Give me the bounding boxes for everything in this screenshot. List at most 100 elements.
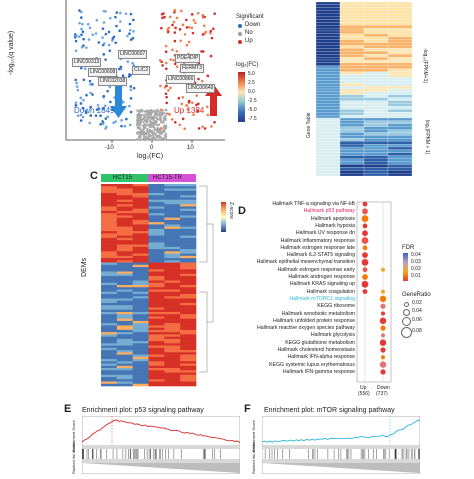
heatmap-b-side-label: Gene Table <box>306 112 312 138</box>
heatmap-c-cell <box>101 298 118 302</box>
heatmap-b-cell <box>339 155 365 159</box>
heatmap-c-cell <box>164 354 181 358</box>
heatmap-c-cell <box>164 271 181 275</box>
volcano-point <box>144 120 148 123</box>
gene-label: CLIC2 <box>132 66 151 75</box>
volcano-point <box>160 132 163 136</box>
volcano-point <box>147 123 151 127</box>
generatio-tick: 0.04 <box>412 308 422 314</box>
heatmap-b-cell <box>387 100 413 104</box>
dot-down <box>379 361 387 368</box>
heatmap-b-cell <box>339 103 365 107</box>
volcano-point <box>128 104 131 108</box>
heatmap-b-cell <box>363 88 389 93</box>
volcano-point <box>84 67 87 70</box>
volcano-point <box>163 15 166 19</box>
heatmap-c-cell <box>180 374 197 378</box>
heatmap-b-cell <box>387 161 413 165</box>
heatmap-c-cell <box>116 296 133 299</box>
heatmap-c-cell <box>116 300 133 304</box>
heatmap-c-cell <box>116 359 133 362</box>
heatmap-c-cell <box>164 341 181 344</box>
volcano-point <box>154 113 158 116</box>
heatmap-c-cell <box>132 300 149 304</box>
heatmap-c-cell <box>132 307 149 310</box>
heatmap-b-cell <box>339 135 365 139</box>
heatmap-b-cell <box>339 112 365 116</box>
heatmap-c-cell <box>148 350 165 353</box>
heatmap-c-cell <box>101 280 118 284</box>
gene-label: FERMT3 <box>180 64 204 73</box>
volcano-point <box>135 138 139 141</box>
heatmap-b-cell <box>339 106 365 110</box>
volcano-point <box>152 133 155 136</box>
heatmap-c-cell <box>164 361 181 364</box>
heatmap-c-cell <box>101 363 118 367</box>
heatmap-b-cell <box>363 132 389 136</box>
volcano-point <box>129 12 133 16</box>
volcano-point <box>179 39 182 43</box>
heatmap-b-cell <box>387 56 413 61</box>
heatmap-b-cell <box>363 54 389 58</box>
heatmap-c-cell <box>116 269 133 272</box>
heatmap-c-cell <box>148 264 165 268</box>
volcano-point <box>102 94 106 98</box>
volcano-point <box>146 116 150 119</box>
heatmap-c-cell <box>116 228 133 232</box>
heatmap-b-cell <box>387 144 413 148</box>
heatmap-b-cell <box>363 173 389 177</box>
heatmap-b-cell <box>315 7 341 11</box>
heatmap-b-cell <box>315 71 341 75</box>
volcano-point <box>165 101 168 105</box>
heatmap-c-cell <box>132 273 149 277</box>
heatmap-c-cell <box>116 206 133 209</box>
heatmap-c-cell <box>148 269 165 272</box>
volcano-xtick: 0 <box>150 145 154 151</box>
heatmap-b-cell <box>363 155 389 159</box>
heatmap-c-cell <box>148 338 165 342</box>
heatmap-c-cell <box>132 316 149 319</box>
heatmap-b-cell <box>315 103 341 107</box>
volcano-gene-label-boxes <box>88 2 208 42</box>
heatmap-c-cell <box>116 199 133 203</box>
generatio-tick: 0.06 <box>412 317 422 323</box>
volcano-point <box>164 127 168 130</box>
volcano-point <box>159 121 163 124</box>
heatmap-b-cell <box>363 83 389 87</box>
heatmap-b-cell <box>387 19 413 23</box>
heatmap-c-cell <box>180 293 197 297</box>
enrichment-term: Hallmark estrogen response late <box>280 244 355 251</box>
heatmap-c-cell <box>132 320 149 324</box>
heatmap-c-cell <box>180 249 197 252</box>
volcano-point <box>89 91 92 95</box>
heatmap-c-cell <box>164 262 181 266</box>
heatmap-b-cell <box>339 25 365 29</box>
heatmap-c-cell <box>132 210 149 214</box>
heatmap-c-cell <box>148 325 165 328</box>
heatmap-c-cell <box>148 363 165 367</box>
volcano-point <box>78 9 81 12</box>
heatmap-c-cell <box>164 186 181 189</box>
heatmap-c-cell <box>101 341 118 344</box>
heatmap-c-cell <box>164 305 181 308</box>
heatmap-b-cell <box>315 117 341 122</box>
volcano-point <box>86 22 90 26</box>
panel-label-e: E <box>64 403 72 415</box>
heatmap-b-cell <box>387 51 413 55</box>
heatmap-c-cell <box>132 309 149 313</box>
heatmap-c-cell <box>101 276 118 279</box>
heatmap-c-cell <box>180 192 197 196</box>
volcano-point <box>107 30 111 34</box>
heatmap-b-cell <box>339 51 365 55</box>
heatmap-c-cell <box>101 237 118 241</box>
heatmap-c-cell <box>148 204 165 207</box>
legend-dot-down <box>238 24 242 28</box>
dot-down <box>380 347 386 353</box>
heatmap-c-cell <box>164 350 181 353</box>
dotplot-marks <box>356 201 392 383</box>
heatmap-c-cell <box>180 368 197 371</box>
volcano-point <box>190 13 194 16</box>
volcano-point <box>159 84 162 88</box>
heatmap-c-cell <box>132 240 149 243</box>
heatmap-b-cell <box>315 59 341 64</box>
